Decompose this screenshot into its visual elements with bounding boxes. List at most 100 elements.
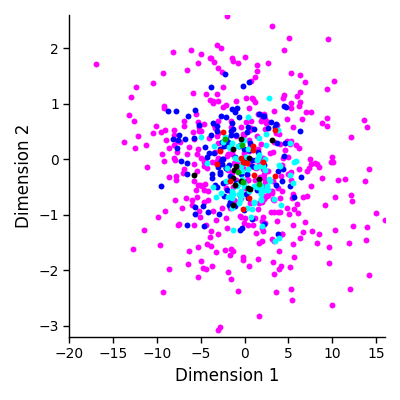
Point	[246, 195, 252, 201]
Point	[214, 326, 221, 333]
Point	[245, 195, 252, 201]
Point	[220, 142, 227, 149]
Point	[288, 137, 294, 144]
Point	[229, 106, 235, 112]
Point	[276, 248, 283, 254]
Point	[198, 128, 205, 134]
Point	[241, 146, 247, 152]
Point	[287, 140, 294, 146]
Point	[244, 129, 250, 135]
Point	[211, 150, 217, 156]
Point	[215, 130, 221, 136]
Point	[223, 185, 230, 192]
Point	[306, 156, 313, 162]
Point	[155, 4, 161, 11]
Point	[245, 147, 252, 154]
Point	[260, 159, 266, 166]
Point	[227, 199, 233, 205]
Point	[280, 47, 287, 53]
Point	[234, 105, 240, 112]
Point	[319, 175, 325, 182]
Point	[275, 127, 282, 133]
Point	[238, 155, 245, 161]
Point	[242, 54, 248, 60]
Point	[171, 126, 178, 133]
Point	[324, 115, 331, 121]
Point	[233, 133, 240, 139]
Point	[268, 188, 275, 194]
Point	[251, 214, 258, 221]
Point	[210, 184, 216, 190]
Point	[241, 178, 247, 184]
Point	[245, 124, 251, 130]
Point	[252, 177, 258, 183]
Point	[233, 179, 240, 186]
Point	[261, 193, 268, 200]
Point	[132, 84, 139, 90]
Point	[224, 194, 231, 201]
Point	[331, 227, 338, 233]
Point	[278, 230, 285, 237]
Point	[304, 168, 310, 174]
Point	[247, 146, 254, 152]
Point	[271, 139, 278, 146]
Point	[264, 192, 271, 198]
Point	[262, 126, 268, 132]
Point	[222, 178, 229, 185]
Point	[203, 222, 209, 228]
Point	[220, 103, 226, 110]
Point	[259, 223, 266, 229]
Point	[232, 202, 238, 209]
Point	[268, 236, 275, 242]
Point	[184, 1, 191, 7]
Point	[286, 170, 292, 177]
Point	[235, 60, 241, 66]
Point	[231, 160, 237, 166]
Point	[256, 163, 263, 169]
Point	[346, 240, 352, 246]
Point	[304, 193, 310, 199]
Point	[229, 149, 236, 155]
Point	[296, 102, 302, 109]
Point	[233, 176, 239, 183]
Point	[314, 240, 320, 246]
Point	[198, 258, 204, 264]
Point	[170, 141, 177, 148]
Point	[246, 78, 252, 85]
Point	[302, 219, 308, 226]
Point	[277, 195, 283, 201]
Point	[215, 97, 221, 104]
Point	[203, 266, 209, 272]
Point	[190, 222, 197, 228]
Point	[245, 176, 251, 183]
Point	[228, 276, 234, 282]
Point	[160, 102, 167, 109]
Point	[215, 154, 221, 161]
Point	[246, 137, 252, 143]
Point	[176, 132, 182, 138]
Point	[239, 175, 245, 182]
Point	[246, 188, 252, 194]
Point	[221, 192, 227, 199]
Point	[207, 234, 214, 240]
Point	[207, 55, 214, 61]
Point	[225, 139, 232, 145]
Point	[162, 127, 168, 133]
Point	[232, 108, 238, 115]
Point	[230, 227, 237, 233]
Point	[207, 97, 214, 104]
Point	[186, 144, 192, 150]
Point	[223, 135, 229, 141]
Point	[201, 187, 207, 193]
Point	[321, 202, 328, 208]
Point	[287, 182, 293, 189]
Point	[256, 173, 263, 180]
Point	[204, 188, 211, 194]
Point	[252, 157, 258, 164]
Point	[227, 144, 234, 151]
Point	[247, 200, 254, 206]
Point	[228, 124, 234, 130]
Point	[223, 214, 229, 221]
Point	[120, 138, 127, 145]
Point	[248, 125, 254, 131]
